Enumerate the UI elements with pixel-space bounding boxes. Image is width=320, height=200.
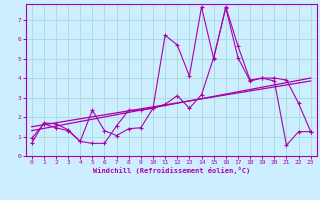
X-axis label: Windchill (Refroidissement éolien,°C): Windchill (Refroidissement éolien,°C) xyxy=(92,167,250,174)
